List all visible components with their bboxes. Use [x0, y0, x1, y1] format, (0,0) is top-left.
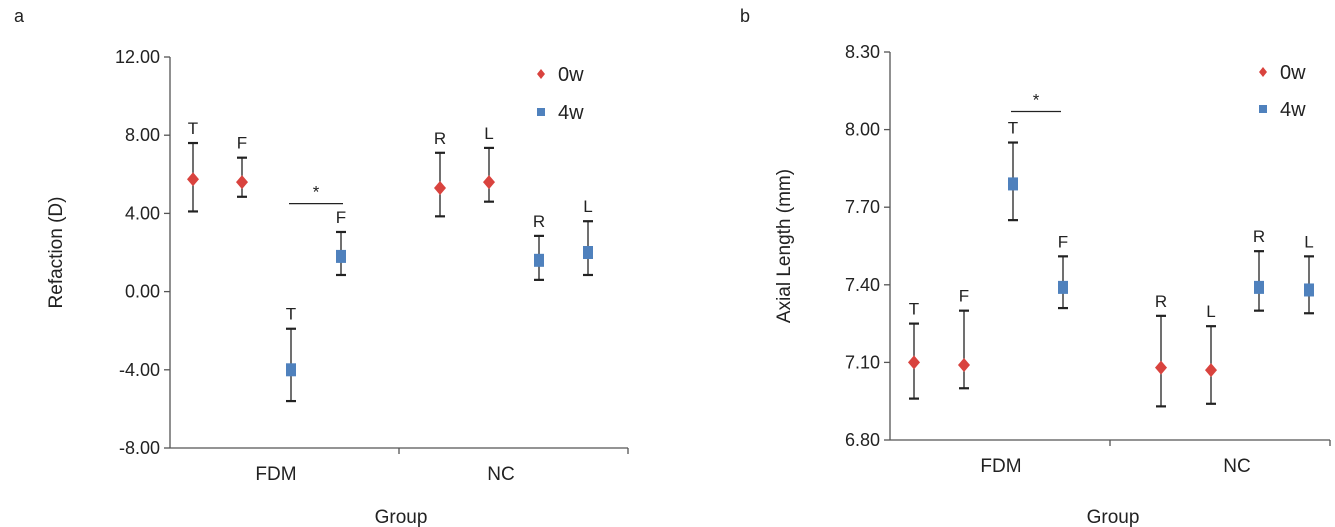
- point-label: R: [533, 212, 545, 231]
- legend-marker-diamond: [537, 69, 545, 79]
- x-category-label: NC: [487, 464, 514, 485]
- point-label: F: [1058, 232, 1068, 251]
- y-tick-label: 7.40: [845, 275, 880, 295]
- data-point-0w-L: L: [483, 124, 495, 203]
- y-tick-label: 6.80: [845, 430, 880, 450]
- legend-marker-diamond: [1259, 67, 1267, 77]
- marker-square: [1008, 177, 1018, 191]
- marker-square: [583, 246, 593, 259]
- significance-star: *: [313, 183, 320, 202]
- data-point-0w-T: T: [187, 119, 199, 213]
- point-label: L: [484, 124, 493, 143]
- marker-diamond: [958, 357, 970, 372]
- point-label: T: [909, 300, 919, 319]
- y-tick-label: 4.00: [125, 203, 160, 223]
- marker-diamond: [187, 172, 199, 187]
- y-tick-label: 8.00: [845, 120, 880, 140]
- y-tick-label: -4.00: [119, 360, 160, 380]
- point-label: T: [188, 119, 198, 138]
- marker-diamond: [434, 180, 446, 195]
- data-point-4w-F: F: [1058, 232, 1068, 310]
- x-axis-title: Group: [375, 507, 428, 527]
- legend-label: 4w: [1280, 99, 1306, 121]
- marker-diamond: [908, 355, 920, 370]
- y-tick-label: -8.00: [119, 438, 160, 458]
- significance-star: *: [1033, 90, 1040, 109]
- data-point-0w-F: F: [236, 134, 248, 198]
- marker-diamond: [1205, 363, 1217, 378]
- legend-marker-square: [537, 108, 545, 116]
- marker-square: [1304, 283, 1314, 297]
- marker-square: [286, 363, 296, 377]
- marker-square: [534, 253, 544, 267]
- y-tick-label: 8.00: [125, 125, 160, 145]
- panel-a-letter: a: [14, 6, 25, 26]
- data-point-0w-T: T: [908, 300, 920, 400]
- data-point-4w-F: F: [336, 208, 346, 277]
- data-point-4w-L: L: [583, 197, 593, 277]
- legend-marker-square: [1259, 105, 1267, 113]
- marker-diamond: [483, 175, 495, 190]
- point-label: L: [1206, 302, 1215, 321]
- point-label: L: [583, 197, 592, 216]
- point-label: F: [336, 208, 346, 227]
- x-axis-title: Group: [1087, 507, 1140, 527]
- chart-panel-a: 12.00 8.00 4.00 0.00 -4.00 -8.00 FDM NC Group Ref…: [46, 47, 629, 527]
- point-label: R: [1155, 292, 1167, 311]
- y-tick-label: 7.10: [845, 352, 880, 372]
- point-label: L: [1304, 232, 1313, 251]
- panel-b-letter: b: [740, 6, 751, 26]
- data-point-4w-L: L: [1304, 232, 1314, 315]
- data-point-4w-T: T: [286, 305, 296, 403]
- data-point-4w-R: R: [1253, 227, 1265, 312]
- legend-label: 4w: [558, 102, 584, 124]
- y-tick-label: 7.70: [845, 197, 880, 217]
- marker-diamond: [1155, 360, 1167, 375]
- y-axis-title: Axial Length (mm): [774, 169, 795, 323]
- data-point-4w-R: R: [533, 212, 545, 281]
- point-label: T: [1008, 119, 1018, 138]
- marker-diamond: [236, 175, 248, 190]
- marker-square: [336, 249, 346, 263]
- marker-square: [1058, 280, 1068, 294]
- data-point-4w-T: T: [1008, 119, 1018, 222]
- point-label: F: [959, 287, 969, 306]
- legend-label: 0w: [1280, 62, 1306, 84]
- point-label: R: [434, 129, 446, 148]
- x-category-label: FDM: [980, 456, 1021, 477]
- data-point-0w-R: R: [1155, 292, 1167, 408]
- marker-square: [1254, 280, 1264, 294]
- data-point-0w-R: R: [434, 129, 446, 218]
- y-tick-label: 8.30: [845, 42, 880, 62]
- y-tick-label: 0.00: [125, 282, 160, 302]
- data-point-0w-F: F: [958, 287, 970, 390]
- point-label: T: [286, 305, 296, 324]
- chart-panel-b: 8.30 8.00 7.70 7.40 7.10 6.80 FDM NC Group Axial …: [774, 42, 1331, 527]
- legend-label: 0w: [558, 64, 584, 86]
- point-label: R: [1253, 227, 1265, 246]
- x-category-label: FDM: [255, 464, 296, 485]
- y-axis-title: Refaction (D): [46, 197, 67, 309]
- y-tick-label: 12.00: [115, 47, 160, 67]
- x-category-label: NC: [1223, 456, 1250, 477]
- data-point-0w-L: L: [1205, 302, 1217, 405]
- point-label: F: [237, 134, 247, 153]
